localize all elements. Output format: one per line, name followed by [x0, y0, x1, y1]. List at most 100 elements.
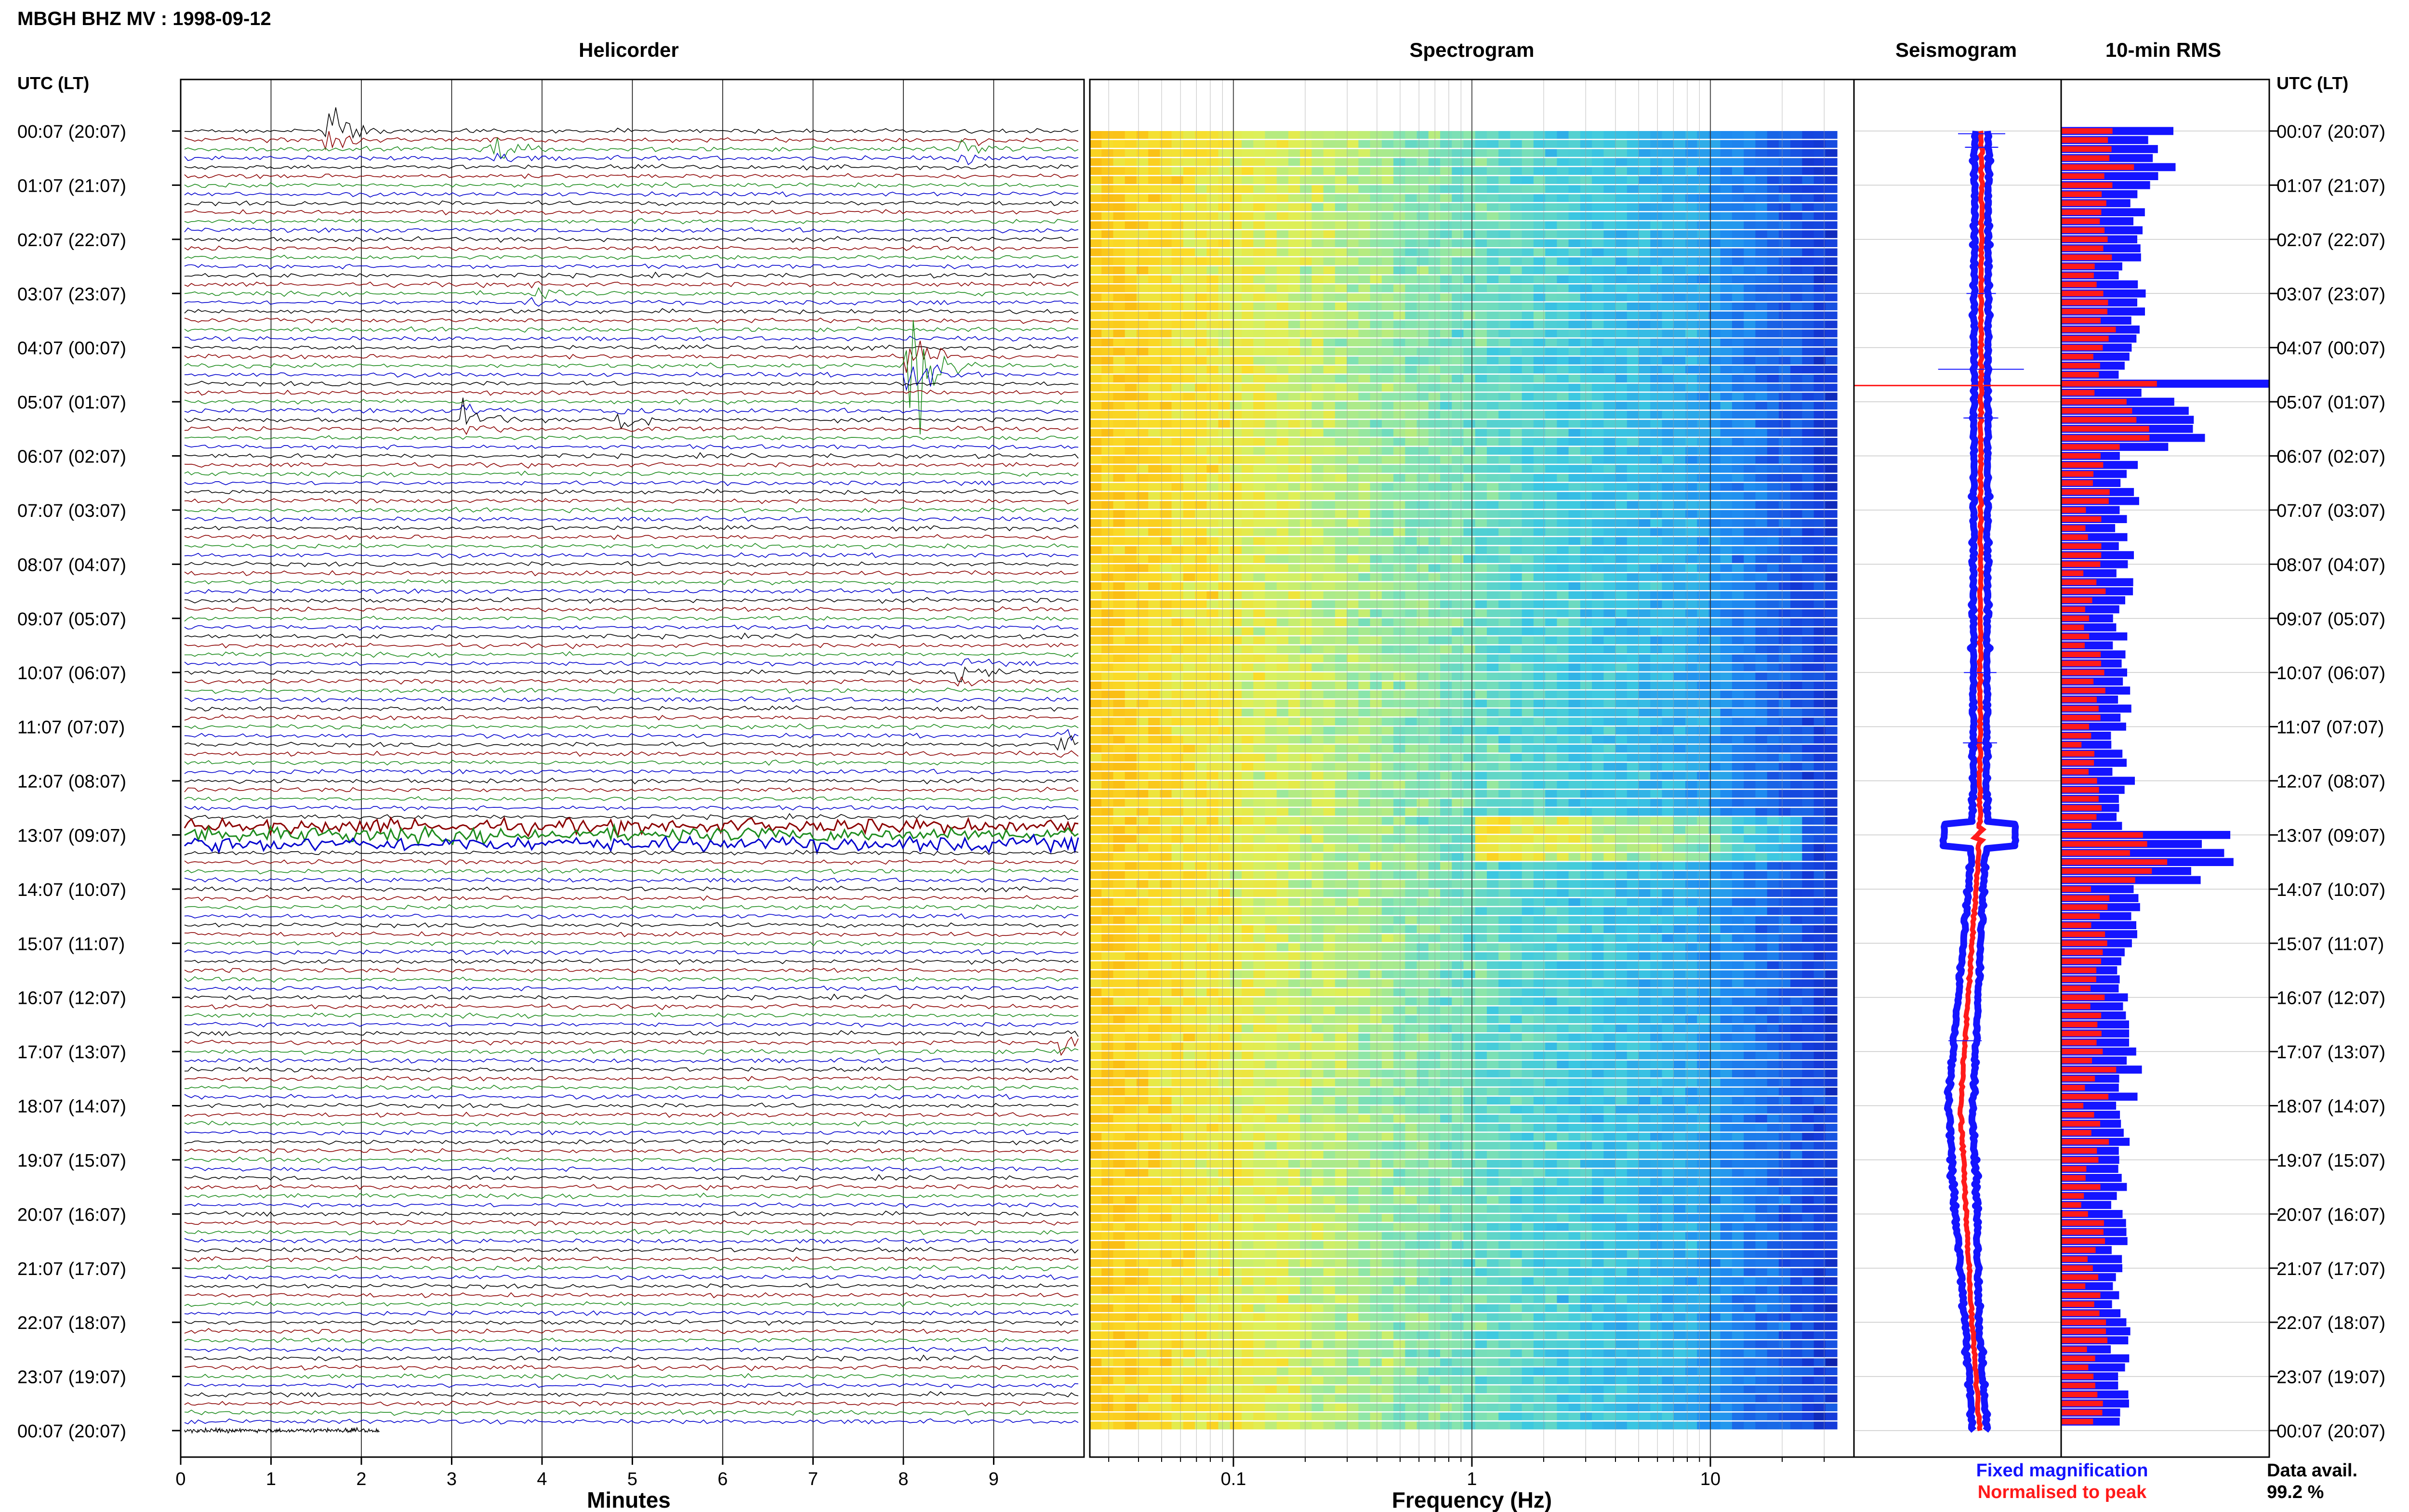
spectrogram-cell [1568, 789, 1581, 798]
spectrogram-cell [1755, 302, 1768, 311]
spectrogram-cell [1440, 438, 1452, 446]
spectrogram-cell [1802, 429, 1814, 437]
spectrogram-cell [1242, 429, 1254, 437]
spectrogram-cell [1568, 293, 1581, 302]
spectrogram-cell [1428, 176, 1441, 184]
spectrogram-cell [1487, 320, 1499, 329]
spectrogram-cell [1440, 745, 1452, 753]
spectrogram-cell [1603, 356, 1616, 365]
spectrogram-cell [1393, 402, 1405, 410]
spectrogram-cell [1639, 528, 1651, 536]
spectrogram-cell [1825, 347, 1838, 355]
spectrogram-cell [1125, 528, 1137, 536]
spectrogram-cell [1720, 410, 1733, 419]
spectrogram-cell [1533, 438, 1546, 446]
spectrogram-cell [1755, 131, 1768, 139]
spectrogram-cell [1183, 672, 1195, 681]
spectrogram-cell [1230, 690, 1242, 698]
spectrogram-cell [1510, 826, 1522, 834]
spectrogram-cell [1370, 131, 1382, 139]
spectrogram-cell [1463, 681, 1476, 690]
spectrogram-cell [1171, 808, 1184, 816]
spectrogram-cell [1452, 257, 1464, 265]
spectrogram-cell [1557, 501, 1569, 509]
spectrogram-cell [1639, 573, 1651, 581]
spectrogram-cell [1825, 293, 1838, 302]
spectrogram-cell [1428, 185, 1441, 193]
spectrogram-cell [1685, 293, 1697, 302]
spectrogram-cell [1603, 519, 1616, 527]
spectrogram-cell [1650, 158, 1663, 166]
spectrogram-cell [1708, 501, 1721, 509]
spectrogram-cell [1662, 645, 1674, 654]
spectrogram-cell [1533, 203, 1546, 211]
spectrogram-cell [1206, 320, 1219, 329]
spectrogram-cell [1381, 582, 1394, 590]
spectrogram-cell [1090, 591, 1102, 599]
spectrogram-cell [1697, 347, 1709, 355]
spectrogram-cell [1498, 690, 1510, 698]
spectrogram-cell [1335, 753, 1347, 762]
spectrogram-cell [1487, 447, 1499, 455]
spectrogram-cell [1195, 293, 1207, 302]
spectrogram-cell [1732, 763, 1744, 771]
spectrogram-cell [1627, 717, 1639, 725]
spectrogram-cell [1242, 438, 1254, 446]
spectrogram-cell [1347, 799, 1359, 807]
spectrogram-cell [1148, 528, 1160, 536]
spectrogram-cell [1732, 627, 1744, 635]
spectrogram-cell [1522, 501, 1534, 509]
spectrogram-cell [1720, 816, 1733, 825]
spectrogram-cell [1090, 636, 1102, 644]
spectrogram-cell [1627, 799, 1639, 807]
spectrogram-cell [1592, 546, 1604, 554]
spectrogram-cell [1218, 194, 1231, 202]
spectrogram-cell [1603, 781, 1616, 789]
spectrogram-cell [1545, 636, 1557, 644]
spectrogram-cell [1393, 816, 1405, 825]
spectrogram-cell [1416, 131, 1429, 139]
spectrogram-cell [1136, 709, 1149, 717]
spectrogram-cell [1428, 763, 1441, 771]
spectrogram-cell [1603, 221, 1616, 229]
spectrogram-cell [1440, 519, 1452, 527]
spectrogram-cell [1101, 266, 1113, 275]
spectrogram-cell [1265, 501, 1277, 509]
spectrogram-cell [1802, 420, 1814, 428]
spectrogram-cell [1813, 456, 1826, 464]
spectrogram-cell [1393, 781, 1405, 789]
spectrogram-cell [1475, 410, 1487, 419]
spectrogram-cell [1428, 645, 1441, 654]
spectrogram-cell [1475, 366, 1487, 374]
spectrogram-cell [1673, 347, 1686, 355]
spectrogram-cell [1440, 383, 1452, 392]
spectrogram-cell [1673, 284, 1686, 292]
spectrogram-cell [1802, 555, 1814, 563]
spectrogram-cell [1090, 429, 1102, 437]
spectrogram-cell [1592, 645, 1604, 654]
spectrogram-cell [1498, 429, 1510, 437]
spectrogram-cell [1125, 302, 1137, 311]
spectrogram-cell [1568, 816, 1581, 825]
spectrogram-cell [1592, 753, 1604, 762]
spectrogram-cell [1639, 763, 1651, 771]
spectrogram-cell [1230, 311, 1242, 319]
spectrogram-cell [1218, 293, 1231, 302]
spectrogram-cell [1440, 618, 1452, 626]
spectrogram-cell [1767, 447, 1779, 455]
spectrogram-cell [1253, 347, 1266, 355]
spectrogram-cell [1113, 736, 1125, 744]
spectrogram-cell [1113, 131, 1125, 139]
spectrogram-cell [1452, 167, 1464, 175]
spectrogram-cell [1627, 826, 1639, 834]
spectrogram-cell [1300, 167, 1312, 175]
spectrogram-cell [1673, 483, 1686, 491]
spectrogram-cell [1568, 745, 1581, 753]
spectrogram-cell [1311, 826, 1324, 834]
spectrogram-cell [1639, 257, 1651, 265]
spectrogram-cell [1090, 808, 1102, 816]
spectrogram-cell [1744, 257, 1756, 265]
spectrogram-cell [1603, 320, 1616, 329]
spectrogram-cell [1673, 745, 1686, 753]
spectrogram-cell [1148, 230, 1160, 238]
